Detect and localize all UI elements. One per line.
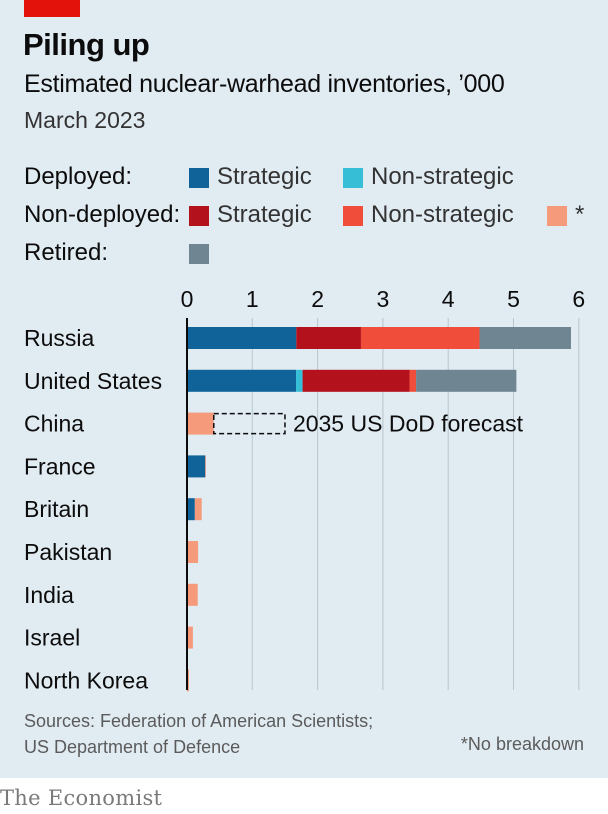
bar-segment (194, 498, 202, 521)
legend-swatch-deployed-strategic (189, 168, 209, 188)
legend-swatch-nondeployed-strategic (189, 206, 209, 226)
category-label: Britain (24, 496, 89, 522)
bar-segment (479, 327, 571, 349)
no-breakdown-note: *No breakdown (460, 734, 584, 754)
bar-chart: 0 1 2 3 4 5 6 Russia United States China 2035 US D… (24, 286, 585, 693)
bar-segment (205, 455, 206, 478)
bar-segment (296, 327, 361, 349)
bar-segment (187, 369, 297, 392)
category-label: Israel (24, 625, 80, 651)
bar-segment (187, 498, 195, 521)
brand-red-tag (24, 0, 80, 17)
x-tick-label: 6 (572, 286, 585, 312)
chart-date: March 2023 (24, 107, 146, 133)
category-label: India (24, 582, 74, 608)
bar-segment (187, 412, 214, 435)
legend-nondeployed-label: Non-deployed: (24, 201, 181, 228)
legend-retired-label: Retired: (24, 239, 109, 266)
category-label: China (24, 411, 84, 437)
bar-segment (296, 369, 303, 392)
legend-label-nondeployed-nonstrategic: Non-strategic (371, 201, 514, 228)
bar-segment (409, 369, 417, 392)
category-label: France (24, 453, 96, 479)
legend-swatch-retired (189, 244, 209, 264)
bar-segment (416, 369, 517, 392)
legend-label-deployed-nonstrategic: Non-strategic (371, 163, 514, 190)
legend-swatch-deployed-nonstrategic (343, 168, 363, 188)
x-tick-label: 4 (442, 286, 455, 312)
source-line-1: Sources: Federation of American Scientis… (24, 711, 374, 731)
source-note: Sources: Federation of American Scientis… (24, 708, 373, 760)
x-tick-label: 0 (181, 286, 194, 312)
bar-segment (187, 541, 199, 563)
x-tick-label: 5 (507, 286, 520, 312)
category-label: United States (24, 368, 162, 394)
legend-swatch-no-breakdown (547, 206, 567, 226)
bar-segment (302, 369, 410, 392)
x-tick-label: 2 (311, 286, 324, 312)
legend-deployed-label: Deployed: (24, 163, 133, 190)
chart-title: Piling up (23, 27, 150, 62)
bar-segment (187, 626, 193, 649)
x-tick-label: 1 (246, 286, 259, 312)
category-label: Russia (24, 325, 95, 351)
source-line-2: US Department of Defence (24, 737, 241, 757)
x-tick-label: 3 (377, 286, 390, 312)
bar-segment (187, 583, 198, 606)
legend-label-nondeployed-strategic: Strategic (217, 201, 312, 228)
bar-segment (187, 455, 206, 478)
bar-segment (187, 327, 297, 349)
legend-swatch-nondeployed-nonstrategic (343, 206, 363, 226)
legend-label-deployed-strategic: Strategic (217, 163, 312, 190)
economist-logo: The Economist (0, 786, 163, 810)
forecast-label: 2035 US DoD forecast (293, 411, 524, 437)
bar-segment (360, 327, 480, 349)
category-label: Pakistan (24, 539, 112, 565)
category-label: North Korea (24, 667, 148, 693)
legend-label-no-breakdown: * (575, 201, 585, 228)
forecast-outline (213, 412, 286, 435)
chart-subtitle: Estimated nuclear-warhead inventories, ’… (24, 70, 505, 98)
